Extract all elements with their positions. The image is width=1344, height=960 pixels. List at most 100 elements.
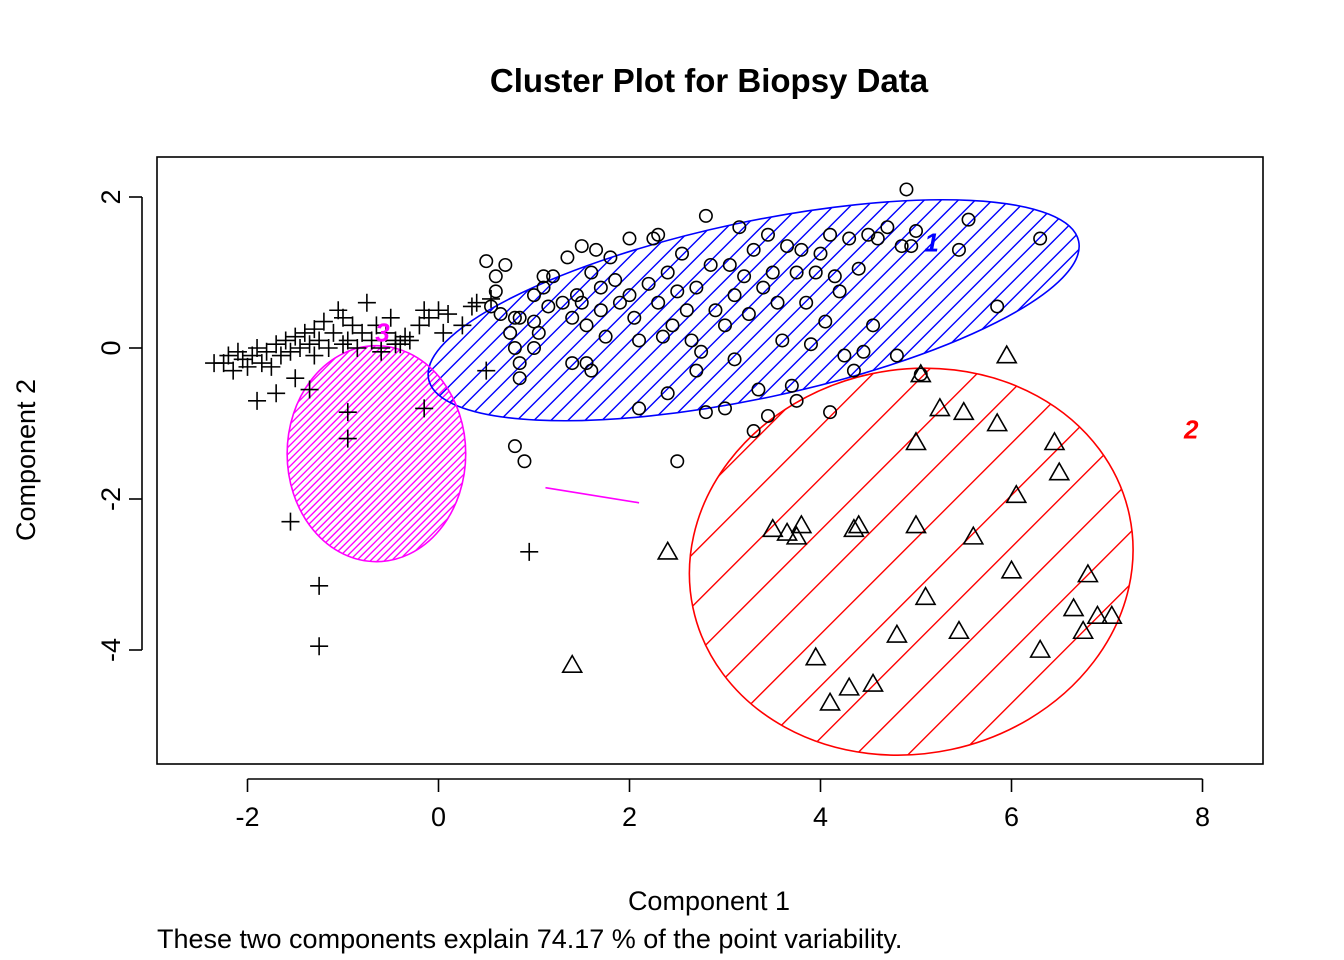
- point-cluster-3: [305, 320, 324, 339]
- point-cluster-3: [381, 308, 400, 327]
- point-cluster-1: [655, 329, 670, 344]
- point-cluster-3: [286, 327, 305, 346]
- point-cluster-1: [526, 288, 541, 303]
- cluster-1-ellipse: [427, 198, 1080, 422]
- point-cluster-3: [224, 361, 243, 380]
- point-cluster-1: [694, 344, 709, 359]
- point-cluster-1: [823, 405, 838, 420]
- point-cluster-1: [899, 182, 914, 197]
- chart-title: Cluster Plot for Biopsy Data: [490, 62, 929, 99]
- point-cluster-3: [319, 339, 338, 357]
- point-cluster-1: [870, 231, 885, 246]
- point-cluster-3: [338, 429, 357, 448]
- point-cluster-1: [531, 325, 546, 340]
- point-cluster-1: [622, 231, 637, 246]
- point-cluster-1: [593, 303, 608, 318]
- point-cluster-1: [756, 280, 771, 295]
- y-tick-label: 2: [96, 189, 126, 204]
- point-cluster-1: [574, 295, 589, 310]
- point-cluster-3: [467, 293, 486, 312]
- point-cluster-1: [632, 401, 647, 416]
- plot-frame: [156, 156, 1264, 765]
- point-cluster-1: [765, 265, 780, 280]
- point-cluster-1: [612, 295, 627, 310]
- point-cluster-2: [1077, 563, 1099, 583]
- point-cluster-1: [493, 307, 508, 322]
- point-cluster-3: [324, 323, 343, 342]
- point-cluster-1: [536, 269, 551, 284]
- point-cluster-3: [300, 380, 319, 399]
- point-cluster-1: [503, 325, 518, 340]
- point-cluster-1: [641, 276, 656, 291]
- point-cluster-3: [396, 327, 415, 346]
- point-cluster-1: [546, 269, 561, 284]
- point-cluster-1: [526, 314, 541, 329]
- point-cluster-1: [507, 439, 522, 454]
- point-cluster-3: [419, 308, 438, 327]
- point-cluster-2: [948, 620, 970, 640]
- point-cluster-3: [367, 316, 386, 335]
- point-cluster-1: [951, 242, 966, 257]
- point-cluster-3: [343, 316, 362, 335]
- point-cluster-1: [851, 261, 866, 276]
- point-cluster-1: [584, 265, 599, 280]
- plot-area: [205, 157, 1170, 764]
- point-cluster-3: [310, 331, 329, 350]
- point-cluster-1: [608, 273, 623, 288]
- point-cluster-1: [741, 307, 756, 322]
- point-cluster-3: [415, 399, 434, 418]
- point-cluster-1: [579, 318, 594, 333]
- point-cluster-1: [584, 363, 599, 378]
- point-cluster-1: [660, 386, 675, 401]
- point-cluster-2: [790, 514, 813, 534]
- point-cluster-3: [334, 335, 352, 354]
- point-cluster-3: [439, 305, 458, 324]
- x-tick-label: -2: [235, 802, 259, 832]
- point-cluster-3: [300, 335, 319, 354]
- point-cluster-1: [632, 333, 647, 348]
- point-cluster-1: [908, 223, 923, 238]
- point-cluster-1: [507, 340, 522, 355]
- point-cluster-2: [909, 363, 932, 383]
- x-tick-label: 4: [813, 802, 828, 832]
- point-cluster-1: [660, 265, 675, 280]
- point-cluster-1: [670, 284, 685, 299]
- point-cluster-2: [1086, 604, 1109, 624]
- point-cluster-1: [498, 257, 513, 272]
- point-cluster-3: [262, 357, 281, 376]
- point-cluster-1: [526, 340, 541, 355]
- point-cluster-1: [698, 208, 713, 223]
- point-cluster-3: [248, 391, 267, 410]
- point-cluster-1: [565, 356, 580, 371]
- point-cluster-3: [291, 339, 310, 357]
- point-cluster-3: [482, 289, 501, 308]
- point-cluster-1: [651, 227, 666, 242]
- cluster-2-label: 2: [1183, 415, 1199, 445]
- point-cluster-1: [675, 246, 690, 261]
- point-cluster-2: [952, 401, 975, 421]
- point-cluster-2: [1043, 431, 1066, 451]
- cluster-connecting-line: [545, 486, 640, 504]
- point-cluster-1: [589, 242, 604, 257]
- point-cluster-1: [727, 352, 742, 367]
- point-cluster-1: [866, 318, 881, 333]
- y-tick-label: -2: [96, 487, 126, 511]
- point-cluster-2: [995, 344, 1018, 364]
- point-cluster-1: [1033, 231, 1048, 246]
- point-cluster-1: [823, 227, 838, 242]
- point-cluster-1: [780, 239, 795, 254]
- point-cluster-3: [372, 342, 391, 361]
- point-cluster-1: [703, 257, 718, 272]
- point-cluster-3: [462, 297, 481, 316]
- point-cluster-1: [507, 310, 522, 325]
- point-cluster-1: [818, 314, 833, 329]
- point-cluster-1: [679, 303, 694, 318]
- point-cluster-3: [410, 316, 429, 335]
- point-cluster-1: [760, 408, 775, 423]
- point-cluster-1: [689, 363, 704, 378]
- point-cluster-2: [928, 397, 951, 417]
- x-axis: -2 0 2 4 6 8: [235, 778, 1210, 832]
- point-cluster-1: [727, 288, 742, 303]
- point-cluster-1: [569, 288, 584, 303]
- point-cluster-2: [1005, 484, 1028, 504]
